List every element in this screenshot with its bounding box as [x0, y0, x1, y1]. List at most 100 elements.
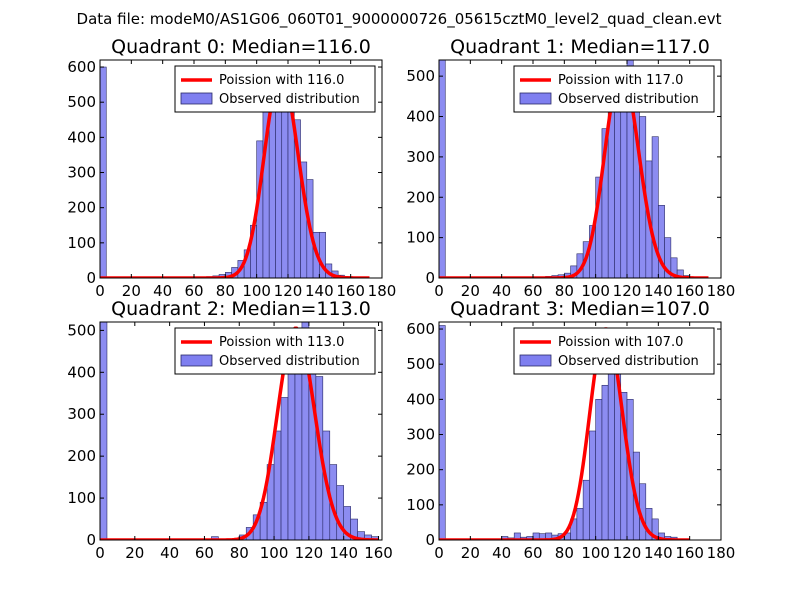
- poisson-curve: [100, 72, 370, 278]
- histogram-bar: [676, 269, 684, 278]
- legend-observed-label: Observed distribution: [558, 92, 699, 107]
- x-tick-label: 140: [305, 282, 334, 300]
- histogram-bar: [273, 430, 282, 540]
- y-tick-label: 0: [425, 531, 435, 549]
- x-tick-label: 40: [160, 544, 179, 562]
- legend: Poission with 107.0 Observed distribution: [513, 327, 715, 375]
- legend-observed-label: Observed distribution: [558, 354, 699, 369]
- legend: Poission with 117.0 Observed distribution: [513, 65, 715, 113]
- x-tick-label: 140: [329, 544, 358, 562]
- y-tick-label: 500: [406, 355, 435, 373]
- poisson-curve: [439, 327, 690, 540]
- x-tick-label: 60: [195, 544, 214, 562]
- y-tick-label: 300: [67, 164, 96, 182]
- histogram-bar: [589, 430, 596, 540]
- x-tick-label: 40: [492, 544, 511, 562]
- histogram-bar: [439, 60, 446, 278]
- legend-observed-swatch: [180, 354, 213, 367]
- histogram-bar: [582, 479, 590, 540]
- x-tick-label: 140: [644, 282, 673, 300]
- x-tick-label: 180: [707, 282, 736, 300]
- y-tick-label: 400: [406, 390, 435, 408]
- x-tick-label: 120: [295, 544, 324, 562]
- x-tick-label: 180: [707, 544, 736, 562]
- y-tick-label: 300: [406, 148, 435, 166]
- histogram-bar: [100, 322, 108, 540]
- plot-frame: [438, 321, 722, 541]
- legend: Poission with 116.0 Observed distribution: [174, 65, 376, 113]
- y-tick-label: 200: [406, 188, 435, 206]
- y-tick-label: 200: [67, 447, 96, 465]
- histogram-bars: [100, 322, 379, 540]
- legend-poisson-label: Poission with 113.0: [219, 335, 344, 350]
- panel-quadrant-0: 0 20 40 60 80 100 120 140 160 1800100200300400500…: [67, 36, 396, 300]
- x-tick-label: 160: [336, 282, 365, 300]
- y-tick-label: 200: [406, 461, 435, 479]
- histogram-bar: [287, 367, 296, 540]
- x-tick-label: 120: [613, 544, 642, 562]
- x-tick-label: 60: [523, 544, 542, 562]
- plot-frame: [99, 59, 383, 279]
- y-tick-label: 300: [406, 426, 435, 444]
- x-tick-label: 60: [184, 282, 203, 300]
- y-tick-label: 600: [406, 320, 435, 338]
- x-tick-label: 20: [125, 544, 144, 562]
- histogram-bar: [319, 231, 326, 278]
- legend-observed-swatch: [519, 92, 552, 105]
- panel-title: Quadrant 0: Median=116.0: [111, 36, 371, 58]
- legend-observed-label: Observed distribution: [219, 92, 360, 107]
- poisson-curve: [439, 68, 709, 278]
- x-tick-label: 0: [434, 282, 444, 300]
- panel-quadrant-2: 0 20 40 60 80 100 120 140 160 0 100 200 300 400 500 Qua…: [67, 298, 392, 562]
- x-tick-label: 20: [461, 282, 480, 300]
- histogram-bar: [576, 508, 584, 540]
- x-tick-label: 80: [555, 544, 574, 562]
- legend-poisson-label: Poission with 117.0: [558, 73, 683, 88]
- y-tick-label: 400: [406, 108, 435, 126]
- legend-observed-swatch: [519, 354, 552, 367]
- panel-quadrant-1: 0 20 40 60 80 100 120 140 160 1800100200300400500…: [406, 36, 735, 300]
- y-tick-label: 500: [406, 67, 435, 85]
- x-tick-label: 80: [555, 282, 574, 300]
- x-tick-label: 140: [644, 544, 673, 562]
- x-tick-label: 0: [434, 544, 444, 562]
- histogram-bar: [670, 257, 678, 278]
- plot-frame: [99, 321, 383, 541]
- histogram-bar: [439, 325, 446, 540]
- legend-poisson-label: Poission with 107.0: [558, 335, 683, 350]
- x-tick-label: 180: [368, 282, 397, 300]
- y-tick-label: 500: [67, 321, 96, 339]
- y-tick-label: 0: [86, 269, 96, 287]
- x-tick-label: 40: [153, 282, 172, 300]
- x-tick-label: 80: [216, 282, 235, 300]
- y-tick-label: 200: [67, 199, 96, 217]
- y-tick-label: 300: [67, 405, 96, 423]
- y-tick-label: 500: [67, 93, 96, 111]
- x-tick-label: 100: [581, 544, 610, 562]
- x-tick-label: 160: [675, 282, 704, 300]
- x-tick-label: 160: [675, 544, 704, 562]
- x-tick-label: 80: [230, 544, 249, 562]
- x-tick-label: 120: [613, 282, 642, 300]
- panel-quadrant-3: 0 20 40 60 80 100 120 140 160 1800100200300400500…: [406, 298, 735, 562]
- x-tick-label: 20: [122, 282, 141, 300]
- y-tick-label: 600: [67, 58, 96, 76]
- plot-frame: [438, 59, 722, 279]
- x-tick-label: 100: [581, 282, 610, 300]
- y-tick-label: 100: [67, 234, 96, 252]
- y-tick-label: 400: [67, 128, 96, 146]
- y-tick-label: 100: [406, 496, 435, 514]
- panel-title: Quadrant 3: Median=107.0: [450, 298, 710, 320]
- x-tick-label: 100: [260, 544, 289, 562]
- x-tick-label: 0: [95, 282, 105, 300]
- legend-observed-label: Observed distribution: [219, 354, 360, 369]
- x-tick-label: 40: [492, 282, 511, 300]
- figure-title: Data file: modeM0/AS1G06_060T01_90000007…: [77, 10, 722, 29]
- panels-container: 0 20 40 60 80 100 120 140 160 1800100200300400500…: [67, 36, 735, 562]
- panel-title: Quadrant 1: Median=117.0: [450, 36, 710, 58]
- panel-title: Quadrant 2: Median=113.0: [111, 298, 371, 320]
- histogram-bar: [595, 399, 603, 540]
- x-tick-label: 0: [95, 544, 105, 562]
- y-tick-label: 100: [67, 489, 96, 507]
